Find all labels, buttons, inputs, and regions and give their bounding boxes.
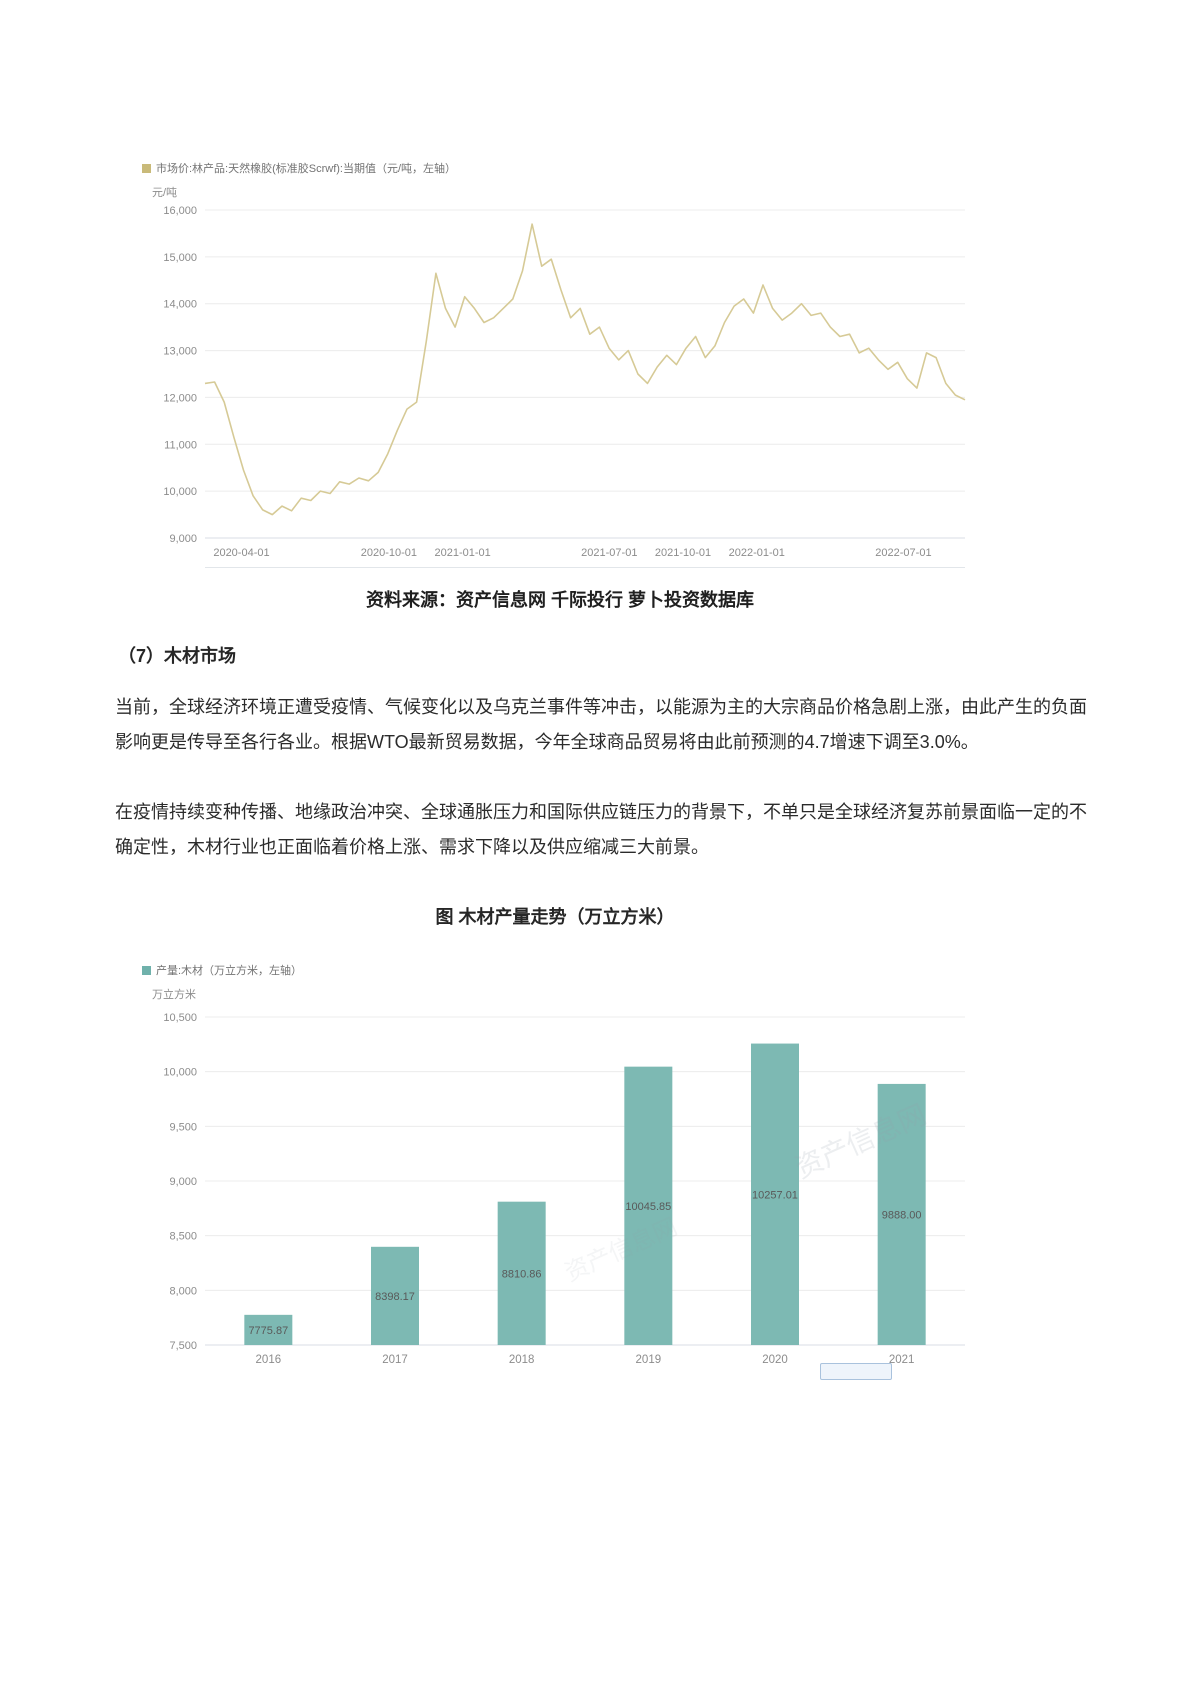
svg-text:10,000: 10,000 xyxy=(163,486,197,498)
timber-bar-value-2018: 8810.86 xyxy=(502,1268,542,1280)
svg-text:2021-10-01: 2021-10-01 xyxy=(655,547,711,559)
svg-text:15,000: 15,000 xyxy=(163,252,197,264)
svg-text:2021-07-01: 2021-07-01 xyxy=(581,547,637,559)
timber-chart-svg: 7,500 8,000 8,500 9,000 9,500 10,000 10,500 777… xyxy=(163,1012,965,1366)
svg-text:10,500: 10,500 xyxy=(163,1012,197,1024)
svg-text:9,000: 9,000 xyxy=(169,1176,197,1188)
paragraph-1: 当前，全球经济环境正遭受疫情、气候变化以及乌克兰事件等冲击，以能源为主的大宗商品… xyxy=(115,697,1087,752)
timber-output-chart: 7,500 8,000 8,500 9,000 9,500 10,000 10,500 777… xyxy=(130,1005,975,1377)
svg-text:12,000: 12,000 xyxy=(163,392,197,404)
rubber-price-chart: 9,000 10,000 11,000 12,000 13,000 14,000 15,00… xyxy=(130,198,975,570)
rubber-legend-swatch-icon xyxy=(142,163,151,173)
timber-bar-2021 xyxy=(877,1083,926,1345)
svg-text:10,000: 10,000 xyxy=(163,1067,197,1079)
figure-title: 图 木材产量走势（万立方米） xyxy=(435,907,675,927)
rubber-axis-unit: 元/吨 xyxy=(152,187,178,199)
svg-text:7,500: 7,500 xyxy=(169,1340,197,1352)
timber-category-2019: 2019 xyxy=(636,1354,662,1366)
timber-bar-value-2016: 7775.87 xyxy=(248,1325,288,1337)
rubber-chart-legend: 市场价:林产品:天然橡胶(标准胶Scrwf):当期值（元/吨，左轴） xyxy=(142,160,456,176)
rubber-legend-label: 市场价:林产品:天然橡胶(标准胶Scrwf):当期值（元/吨，左轴） xyxy=(156,163,457,175)
svg-text:2020-04-01: 2020-04-01 xyxy=(213,547,269,559)
svg-text:9,500: 9,500 xyxy=(169,1121,197,1133)
timber-bar-2017 xyxy=(371,1246,419,1345)
svg-text:2022-01-01: 2022-01-01 xyxy=(729,547,785,559)
timber-bar-value-2017: 8398.17 xyxy=(375,1291,415,1303)
timber-bar-2019 xyxy=(624,1066,673,1345)
timber-category-2021: 2021 xyxy=(889,1354,915,1366)
rubber-price-line xyxy=(204,223,966,516)
chart-scroll-track[interactable] xyxy=(205,567,965,568)
rubber-chart-svg: 9,000 10,000 11,000 12,000 13,000 14,000 15,00… xyxy=(163,205,966,559)
svg-text:8,000: 8,000 xyxy=(169,1285,197,1297)
timber-axis-unit: 万立方米 xyxy=(152,989,196,1001)
svg-text:13,000: 13,000 xyxy=(163,346,197,358)
timber-legend-swatch-icon xyxy=(142,965,151,975)
svg-text:2021-01-01: 2021-01-01 xyxy=(434,547,490,559)
svg-text:11,000: 11,000 xyxy=(164,439,197,451)
svg-text:16,000: 16,000 xyxy=(163,205,197,217)
timber-bar-2020 xyxy=(751,1043,799,1345)
timber-category-2018: 2018 xyxy=(509,1354,535,1366)
timber-category-2020: 2020 xyxy=(762,1354,788,1366)
svg-text:9,000: 9,000 xyxy=(169,533,197,545)
svg-text:2020-10-01: 2020-10-01 xyxy=(361,547,417,559)
svg-text:2022-07-01: 2022-07-01 xyxy=(875,547,931,559)
paragraph-2: 在疫情持续变种传播、地缘政治冲突、全球通胀压力和国际供应链压力的背景下，不单只是… xyxy=(115,802,1087,857)
timber-bar-value-2020: 10257.01 xyxy=(752,1189,798,1201)
timber-category-2017: 2017 xyxy=(382,1354,408,1366)
timber-bar-value-2021: 9888.00 xyxy=(882,1209,922,1221)
timber-category-2016: 2016 xyxy=(256,1354,282,1366)
timber-bar-2018 xyxy=(497,1201,546,1345)
chart-nav-box[interactable] xyxy=(820,1363,892,1380)
section-heading: （7）木材市场 xyxy=(118,646,237,666)
timber-chart-legend: 产量:木材（万立方米，左轴） xyxy=(142,962,302,978)
svg-text:14,000: 14,000 xyxy=(163,299,197,311)
timber-bar-2016 xyxy=(244,1314,293,1345)
timber-bar-value-2019: 10045.85 xyxy=(625,1201,671,1213)
timber-legend-label: 产量:木材（万立方米，左轴） xyxy=(156,965,303,977)
svg-text:8,500: 8,500 xyxy=(169,1231,197,1243)
source-caption: 资料来源：资产信息网 千际投行 萝卜投资数据库 xyxy=(366,590,754,610)
